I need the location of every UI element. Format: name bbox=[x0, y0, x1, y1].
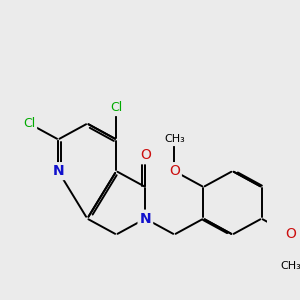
Text: N: N bbox=[52, 164, 64, 178]
Text: Cl: Cl bbox=[23, 117, 35, 130]
Text: Cl: Cl bbox=[110, 101, 122, 114]
Text: CH₃: CH₃ bbox=[164, 134, 185, 144]
Text: O: O bbox=[285, 227, 296, 242]
Text: CH₃: CH₃ bbox=[280, 261, 300, 271]
Text: O: O bbox=[140, 148, 151, 162]
Text: N: N bbox=[140, 212, 151, 226]
Text: O: O bbox=[169, 164, 180, 178]
